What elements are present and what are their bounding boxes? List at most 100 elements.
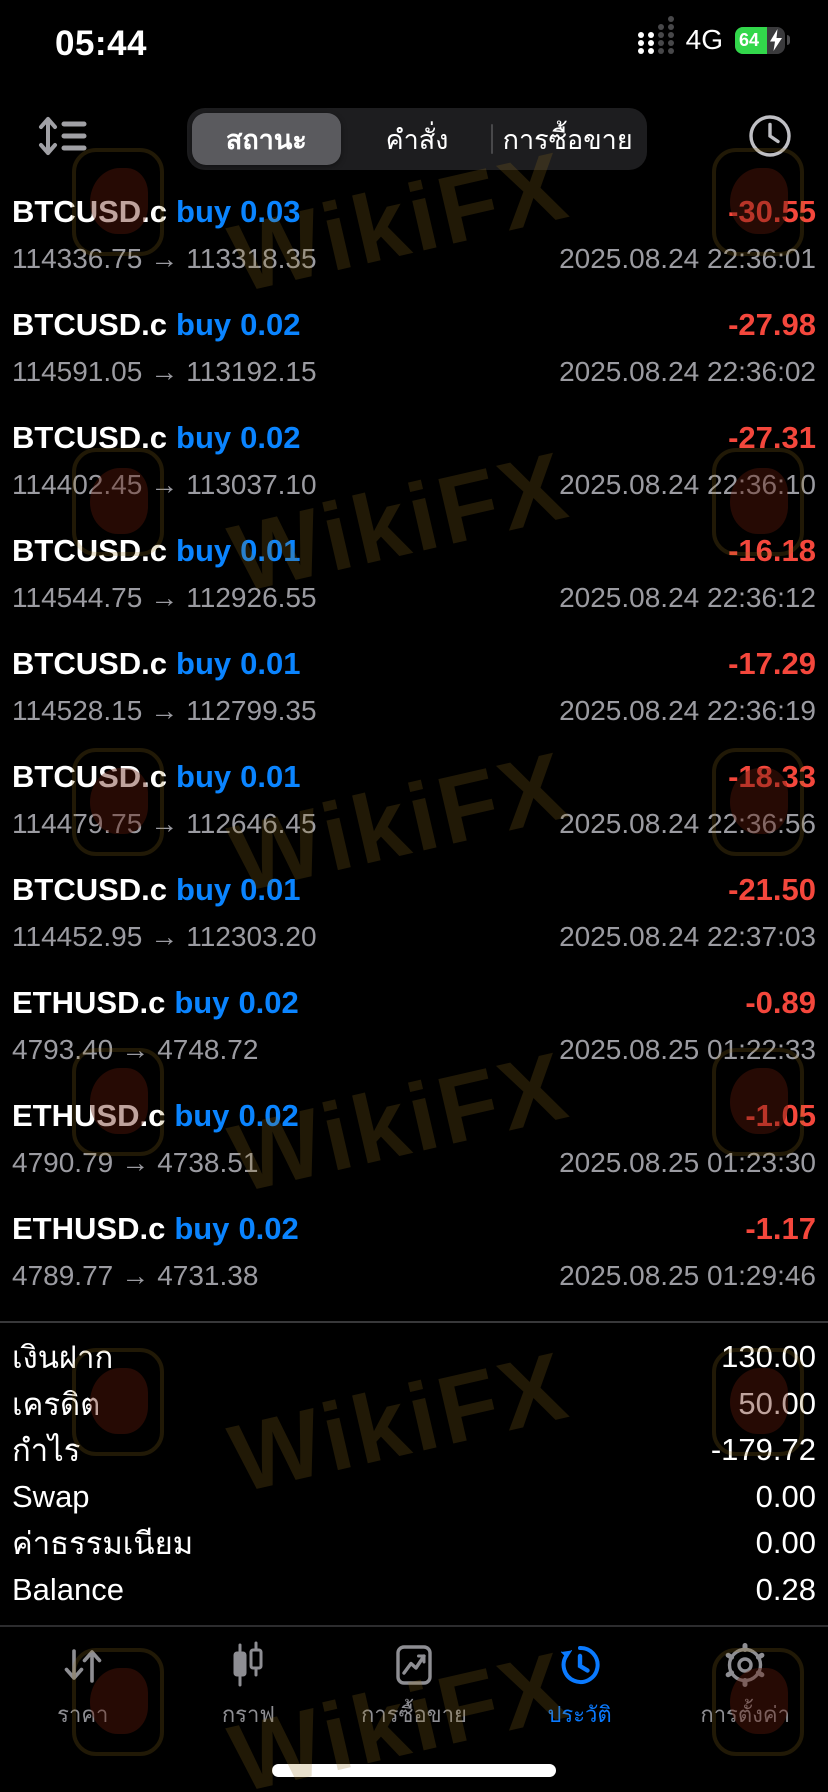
open-price: 114336.75	[12, 243, 143, 274]
volume-label: 0.01	[240, 759, 301, 794]
summary-label: กำไร	[12, 1433, 81, 1469]
price-range: 114402.45 → 113037.10	[12, 469, 317, 501]
close-timestamp: 2025.08.24 22:36:02	[559, 356, 816, 387]
status-bar-right: 4G 64	[637, 16, 790, 56]
position-title: BTCUSD.c buy 0.01	[12, 872, 300, 908]
side-label: buy	[174, 985, 230, 1020]
summary-value: 50.00	[738, 1385, 816, 1421]
price-range: 4789.77 → 4731.38	[12, 1260, 258, 1292]
charging-bolt-icon	[770, 28, 782, 51]
close-timestamp: 2025.08.25 01:23:30	[559, 1147, 816, 1178]
tab-history[interactable]: ประวัติ	[497, 1627, 663, 1792]
summary-value: 0.00	[755, 1525, 816, 1561]
open-price: 114591.05	[12, 356, 143, 387]
close-timestamp: 2025.08.24 22:37:03	[559, 921, 816, 952]
position-row[interactable]: ETHUSD.c buy 0.02 -1.17 4789.77 → 4731.38 20…	[0, 1195, 828, 1308]
price-range: 114336.75 → 113318.35	[12, 243, 317, 275]
tab-label: การซื้อขาย	[361, 1702, 467, 1727]
sort-icon[interactable]	[32, 113, 92, 161]
volume-label: 0.03	[240, 194, 301, 229]
open-price: 4793.40	[12, 1034, 114, 1065]
battery-icon: 64	[735, 26, 790, 54]
profit-value: -30.55	[728, 194, 816, 229]
tab-label: ประวัติ	[547, 1702, 612, 1727]
trade-chart-box-icon	[396, 1645, 432, 1685]
side-label: buy	[176, 759, 232, 794]
position-title: ETHUSD.c buy 0.02	[12, 1098, 299, 1134]
price-range: 4790.79 → 4738.51	[12, 1147, 258, 1179]
position-row[interactable]: BTCUSD.c buy 0.01 -17.29 114528.15 → 112799.…	[0, 630, 828, 743]
arrow-glyph: →	[150, 921, 179, 952]
side-label: buy	[176, 194, 232, 229]
position-row[interactable]: BTCUSD.c buy 0.03 -30.55 114336.75 → 113318.…	[0, 178, 828, 291]
close-price: 4731.38	[157, 1260, 259, 1291]
account-summary: เงินฝาก 130.00 เครดิต 50.00 กำไร -179.72…	[0, 1334, 828, 1613]
summary-label: ค่าธรรมเนียม	[12, 1526, 194, 1562]
close-timestamp: 2025.08.24 22:36:12	[559, 582, 816, 613]
position-row[interactable]: BTCUSD.c buy 0.01 -18.33 114479.75 → 112646.…	[0, 743, 828, 856]
close-timestamp: 2025.08.24 22:36:01	[559, 243, 816, 274]
symbol-label: BTCUSD.c	[12, 307, 168, 342]
profit-value: -21.50	[728, 872, 816, 907]
time-period-clock-icon[interactable]	[744, 111, 796, 163]
position-title: BTCUSD.c buy 0.03	[12, 194, 300, 230]
close-price: 113192.15	[186, 356, 317, 387]
tab-trade[interactable]: การซื้อขาย	[331, 1627, 497, 1792]
position-row[interactable]: BTCUSD.c buy 0.02 -27.98 114591.05 → 113192.…	[0, 291, 828, 404]
close-price: 112646.45	[186, 808, 317, 839]
tab-charts[interactable]: กราฟ	[166, 1627, 332, 1792]
volume-label: 0.02	[238, 1098, 299, 1133]
tab-label: กราฟ	[221, 1702, 275, 1727]
profit-value: -1.05	[745, 1098, 816, 1133]
tab-quotes[interactable]: ราคา	[0, 1627, 166, 1792]
quotes-arrows-icon	[64, 1649, 102, 1683]
price-range: 114528.15 → 112799.35	[12, 695, 317, 727]
toolbar: สถานะ คำสั่ง การซื้อขาย	[0, 95, 828, 175]
arrow-glyph: →	[150, 695, 179, 726]
tab-orders[interactable]: คำสั่ง	[343, 113, 492, 165]
price-range: 114452.95 → 112303.20	[12, 921, 317, 953]
close-timestamp: 2025.08.25 01:29:46	[559, 1260, 816, 1291]
summary-label: เครดิต	[12, 1386, 101, 1422]
position-row[interactable]: BTCUSD.c buy 0.01 -21.50 114452.95 → 112303.…	[0, 856, 828, 969]
price-range: 4793.40 → 4748.72	[12, 1034, 258, 1066]
tab-settings[interactable]: การตั้งค่า	[662, 1627, 828, 1792]
cellular-signal-icon	[637, 16, 674, 54]
home-indicator[interactable]	[272, 1764, 556, 1777]
symbol-label: ETHUSD.c	[12, 985, 166, 1020]
position-title: BTCUSD.c buy 0.01	[12, 759, 300, 795]
summary-value: 0.00	[755, 1478, 816, 1514]
position-row[interactable]: BTCUSD.c buy 0.02 -27.31 114402.45 → 113037.…	[0, 404, 828, 517]
open-price: 4790.79	[12, 1147, 114, 1178]
close-price: 4748.72	[157, 1034, 259, 1065]
close-price: 4738.51	[157, 1147, 259, 1178]
position-title: BTCUSD.c buy 0.01	[12, 646, 300, 682]
close-timestamp: 2025.08.24 22:36:10	[559, 469, 816, 500]
position-row[interactable]: BTCUSD.c buy 0.01 -16.18 114544.75 → 112926.…	[0, 517, 828, 630]
symbol-label: BTCUSD.c	[12, 646, 168, 681]
position-row[interactable]: ETHUSD.c buy 0.02 -1.05 4790.79 → 4738.51 20…	[0, 1082, 828, 1195]
open-price: 114479.75	[12, 808, 143, 839]
tab-status[interactable]: สถานะ	[192, 113, 341, 165]
arrow-glyph: →	[150, 582, 179, 613]
price-range: 114544.75 → 112926.55	[12, 582, 317, 614]
side-label: buy	[176, 646, 232, 681]
price-range: 114591.05 → 113192.15	[12, 356, 317, 388]
close-timestamp: 2025.08.25 01:22:33	[559, 1034, 816, 1065]
tab-deals[interactable]: การซื้อขาย	[493, 113, 642, 165]
arrow-glyph: →	[121, 1260, 150, 1291]
summary-value: -179.72	[710, 1432, 816, 1468]
open-price: 4789.77	[12, 1260, 114, 1291]
profit-value: -0.89	[745, 985, 816, 1020]
close-price: 112926.55	[186, 582, 317, 613]
arrow-glyph: →	[121, 1147, 150, 1178]
side-label: buy	[174, 1211, 230, 1246]
arrow-glyph: →	[150, 808, 179, 839]
position-row[interactable]: ETHUSD.c buy 0.02 -0.89 4793.40 → 4748.72 20…	[0, 969, 828, 1082]
volume-label: 0.01	[240, 533, 301, 568]
side-label: buy	[176, 307, 232, 342]
symbol-label: BTCUSD.c	[12, 420, 168, 455]
summary-label: Swap	[12, 1478, 90, 1514]
history-clock-icon	[560, 1645, 600, 1684]
